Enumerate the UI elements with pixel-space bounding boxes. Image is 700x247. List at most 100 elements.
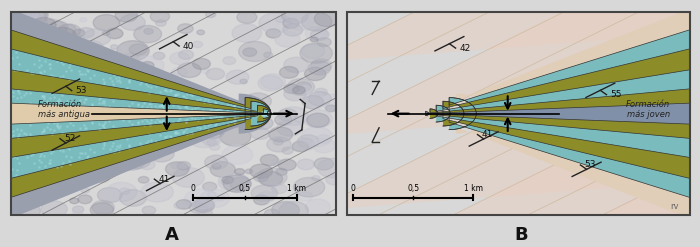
Circle shape	[119, 80, 141, 94]
Circle shape	[125, 80, 154, 98]
Circle shape	[15, 28, 35, 41]
Circle shape	[106, 182, 136, 201]
Circle shape	[47, 173, 66, 185]
Circle shape	[20, 98, 38, 109]
Circle shape	[321, 94, 348, 111]
Circle shape	[218, 173, 248, 191]
Circle shape	[304, 67, 326, 81]
Circle shape	[71, 120, 99, 137]
Circle shape	[245, 93, 272, 109]
Circle shape	[73, 29, 85, 37]
Circle shape	[305, 27, 328, 41]
Circle shape	[307, 113, 329, 127]
Text: Formación
más joven: Formación más joven	[626, 100, 671, 119]
Circle shape	[197, 98, 228, 116]
Text: Formación
más antigua: Formación más antigua	[38, 100, 90, 119]
Circle shape	[105, 56, 128, 71]
Circle shape	[70, 198, 79, 204]
Circle shape	[237, 11, 257, 23]
Circle shape	[12, 149, 42, 168]
Circle shape	[57, 181, 65, 186]
Circle shape	[11, 146, 23, 153]
Circle shape	[91, 90, 107, 100]
Circle shape	[222, 176, 234, 184]
Circle shape	[171, 73, 178, 77]
Circle shape	[244, 120, 257, 127]
Circle shape	[71, 178, 81, 185]
Circle shape	[219, 101, 228, 106]
Circle shape	[206, 68, 225, 80]
Circle shape	[0, 42, 25, 58]
Circle shape	[102, 31, 109, 36]
Circle shape	[69, 169, 96, 185]
Text: 42: 42	[460, 43, 471, 53]
Circle shape	[298, 135, 319, 148]
Polygon shape	[449, 24, 700, 203]
Circle shape	[223, 57, 236, 64]
Circle shape	[136, 98, 146, 105]
Circle shape	[85, 112, 98, 120]
Circle shape	[193, 112, 204, 119]
Circle shape	[90, 203, 113, 217]
Circle shape	[165, 116, 176, 123]
Circle shape	[226, 70, 248, 84]
Circle shape	[188, 128, 220, 148]
Circle shape	[311, 59, 332, 72]
Circle shape	[80, 69, 106, 85]
Text: 41: 41	[158, 175, 169, 184]
Circle shape	[12, 88, 36, 103]
Circle shape	[283, 18, 299, 28]
Circle shape	[273, 139, 284, 145]
Circle shape	[93, 15, 120, 31]
Circle shape	[120, 190, 146, 206]
Circle shape	[312, 139, 335, 153]
Circle shape	[302, 44, 325, 58]
Circle shape	[302, 12, 332, 31]
Circle shape	[84, 131, 106, 145]
Circle shape	[150, 10, 169, 22]
Text: B: B	[514, 226, 528, 244]
Text: 1 km: 1 km	[464, 184, 483, 193]
Circle shape	[202, 107, 215, 115]
Circle shape	[190, 202, 208, 213]
Circle shape	[278, 159, 296, 170]
Circle shape	[10, 118, 18, 123]
Circle shape	[245, 169, 253, 174]
Circle shape	[119, 152, 133, 161]
Circle shape	[214, 195, 225, 201]
Circle shape	[117, 65, 125, 71]
Circle shape	[309, 61, 331, 75]
Circle shape	[301, 127, 332, 146]
Circle shape	[278, 109, 297, 121]
Circle shape	[78, 28, 94, 38]
Circle shape	[7, 21, 24, 32]
Circle shape	[116, 90, 133, 101]
Text: 0: 0	[190, 184, 195, 193]
Circle shape	[178, 50, 193, 59]
Circle shape	[153, 52, 164, 60]
Circle shape	[302, 93, 326, 108]
Circle shape	[101, 103, 118, 114]
Polygon shape	[0, 87, 271, 140]
Circle shape	[183, 111, 206, 126]
Circle shape	[38, 28, 60, 41]
Circle shape	[139, 160, 155, 170]
Circle shape	[314, 158, 333, 170]
Polygon shape	[443, 45, 700, 183]
Circle shape	[230, 102, 245, 111]
Circle shape	[165, 162, 189, 176]
Circle shape	[8, 201, 41, 221]
Circle shape	[267, 137, 291, 152]
Circle shape	[220, 127, 251, 146]
Circle shape	[97, 187, 122, 203]
Circle shape	[41, 106, 74, 126]
Polygon shape	[0, 2, 271, 225]
Circle shape	[116, 8, 138, 22]
Circle shape	[259, 171, 283, 186]
Circle shape	[53, 148, 66, 156]
Circle shape	[279, 107, 308, 125]
Polygon shape	[426, 103, 700, 125]
Text: 0,5: 0,5	[407, 184, 419, 193]
Text: A: A	[164, 226, 178, 244]
Circle shape	[199, 132, 207, 137]
